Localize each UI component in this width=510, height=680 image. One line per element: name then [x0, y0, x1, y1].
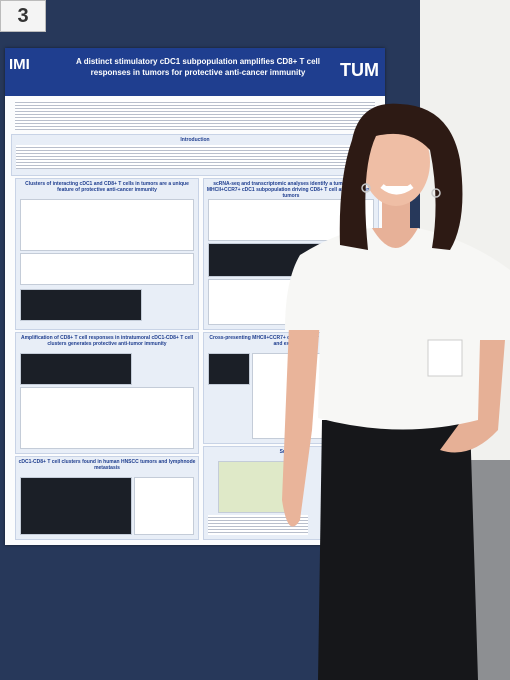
badge: [427, 339, 463, 377]
section: Clusters of interacting cDC1 and CD8+ T …: [15, 178, 199, 330]
t-shirt: [285, 228, 510, 430]
logo: IMI: [9, 56, 30, 73]
authors: [15, 100, 375, 130]
poster-title: A distinct stimulatory cDC1 subpopulatio…: [76, 57, 320, 77]
hair: [339, 103, 463, 250]
smile: [380, 183, 414, 195]
trousers: [318, 420, 478, 680]
poster-header: IMI A distinct stimulatory cDC1 subpopul…: [5, 48, 385, 96]
face: [362, 118, 430, 206]
logo: TUM: [340, 60, 379, 80]
earring: [361, 183, 371, 193]
section-heading: Introduction: [180, 137, 210, 143]
section-heading: scRNA-seq and transcriptomic analyses id…: [206, 181, 376, 199]
arm: [440, 330, 505, 453]
neckline: [372, 228, 418, 248]
earring: [431, 188, 441, 198]
board-number: 3: [0, 0, 46, 32]
section: Amplification of CD8+ T cell responses i…: [15, 332, 199, 454]
section: cDC1-CD8+ T cell clusters found in human…: [15, 456, 199, 540]
section-heading: Amplification of CD8+ T cell responses i…: [21, 335, 193, 347]
intro: Introduction: [11, 134, 379, 176]
arm: [282, 300, 320, 527]
section-heading: cDC1-CD8+ T cell clusters found in human…: [18, 459, 196, 471]
section-heading: Clusters of interacting cDC1 and CD8+ T …: [25, 181, 189, 193]
